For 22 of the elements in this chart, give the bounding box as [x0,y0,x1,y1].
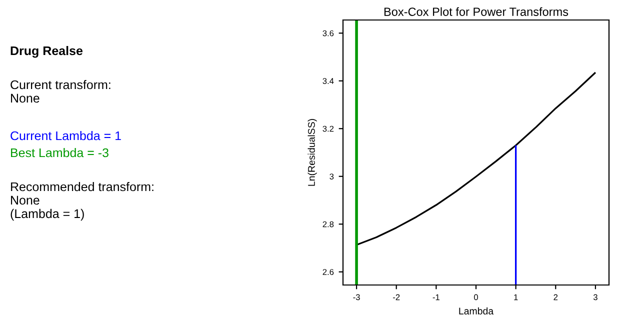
y-tick-label: 2.6 [322,269,334,275]
x-tick-label: 2 [554,294,558,300]
x-tick-label: 1 [514,294,518,300]
x-tick-label: -1 [432,294,440,300]
text: Drug Realse [10,46,83,58]
ref-line-label: Best Lambda = -3 [11,148,108,158]
chart-title: Box-Cox Plot for Power Transforms [384,7,568,16]
line-series [356,72,596,246]
y-tick-label: 3.4 [322,78,334,84]
x-tick-label: 3 [593,294,598,300]
text: Recommended transform: None (Lambda = 1) [10,182,154,221]
y-axis-title: Ln(ResidualSS) [308,119,317,186]
text: Current Lambda = 1 [10,131,121,140]
x-tick-label: -2 [393,294,400,300]
text: Current transform: None [10,80,110,103]
y-tick-label: 3.2 [322,126,334,132]
y-tick-label: 3.6 [322,30,334,36]
y-tick-label: 3 [330,174,334,180]
x-tick-label: -3 [353,294,360,300]
x-axis-title: Lambda [459,307,494,314]
y-tick-label: 2.8 [322,221,334,228]
x-tick-label: 0 [474,294,478,300]
